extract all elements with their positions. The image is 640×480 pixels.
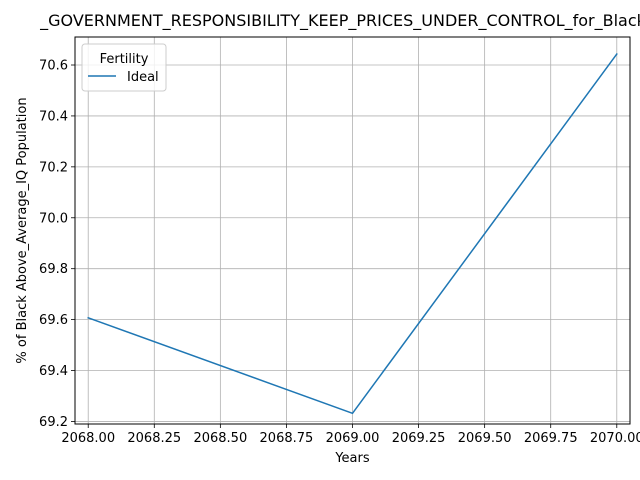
y-tick-label: 69.8 [39,262,68,277]
x-axis-label: Years [334,451,370,466]
x-tick-label: 2069.00 [326,431,380,446]
x-tick-label: 2068.50 [193,431,247,446]
legend-entry-ideal: Ideal [127,70,159,85]
y-tick-label: 70.2 [39,160,68,175]
series-line-ideal [87,53,618,415]
x-tick-label: 2069.50 [458,431,512,446]
y-tick-label: 70.6 [39,59,68,74]
y-tick-label: 70.4 [39,109,68,124]
x-tick-label: 2068.00 [61,431,115,446]
x-tick-label: 2069.25 [392,431,446,446]
y-axis-ticks: 69.2 69.4 69.6 69.8 70.0 70.2 70.4 70.6 [39,59,75,430]
legend-box [81,43,167,92]
y-tick-label: 69.2 [39,415,68,430]
y-tick-label: 69.6 [39,313,68,328]
grid [75,37,630,424]
x-axis-ticks: 2068.00 2068.25 2068.50 2068.75 2069.00 2069.… [61,424,640,446]
series-layer [87,53,618,415]
legend-title: Fertility [100,52,149,67]
x-tick-label: 2068.25 [127,431,181,446]
x-tick-label: 2070.00 [590,431,640,446]
y-axis-label: % of Black Above_Average_IQ Population [15,97,30,363]
x-tick-label: 2068.75 [260,431,314,446]
x-tick-label: 2069.75 [524,431,578,446]
legend: Fertility Ideal [81,43,167,92]
y-tick-label: 69.4 [39,364,68,379]
chart-title: _GOVERNMENT_RESPONSIBILITY_KEEP_PRICES_U… [39,11,640,31]
y-tick-label: 70.0 [39,211,68,226]
